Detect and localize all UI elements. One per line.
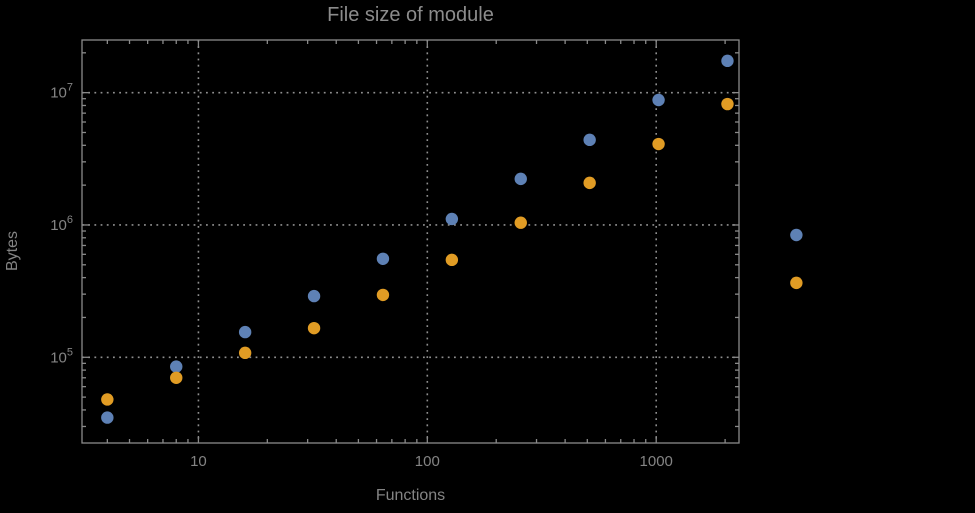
y-tick-base: 10 [50,85,67,102]
x-tick-label: 1000 [640,453,673,470]
data-point-series-2-orange [514,216,527,229]
y-tick-base: 10 [50,217,67,234]
data-point-series-2-orange [101,393,114,406]
y-tick-exponent: 7 [67,82,73,94]
data-point-series-1-blue [170,360,183,373]
data-point-series-1-blue [790,228,803,242]
data-point-series-1-blue [583,133,596,147]
data-point-series-2-orange [238,346,252,360]
data-point-series-1-blue [445,212,459,226]
data-point-series-1-blue [238,325,252,339]
data-point-series-1-blue [101,411,114,424]
data-point-series-2-orange [376,288,390,302]
y-tick-label: 105 [50,346,73,366]
x-tick-label: 10 [190,453,207,470]
data-point-series-2-orange [790,276,803,290]
data-point-series-2-orange [170,371,183,384]
y-tick-label: 107 [50,82,73,102]
data-point-series-1-blue [376,252,390,266]
data-point-series-1-blue [514,172,527,186]
data-point-series-2-orange [652,137,665,151]
data-point-series-2-orange [721,97,734,111]
data-point-series-2-orange [307,321,321,335]
data-point-series-2-orange [445,253,459,267]
data-point-series-1-blue [652,93,665,107]
data-point-series-2-orange [583,176,596,190]
x-axis-title: Functions [375,487,446,504]
y-tick-base: 10 [50,349,67,366]
y-tick-label: 106 [50,214,73,234]
y-tick-exponent: 5 [67,346,73,358]
data-point-series-1-blue [721,54,734,68]
plot-frame [81,39,740,444]
x-tick-label: 100 [415,453,440,470]
data-point-series-1-blue [307,289,321,303]
plot-title: File size of module [327,4,494,26]
y-tick-exponent: 6 [67,214,73,226]
